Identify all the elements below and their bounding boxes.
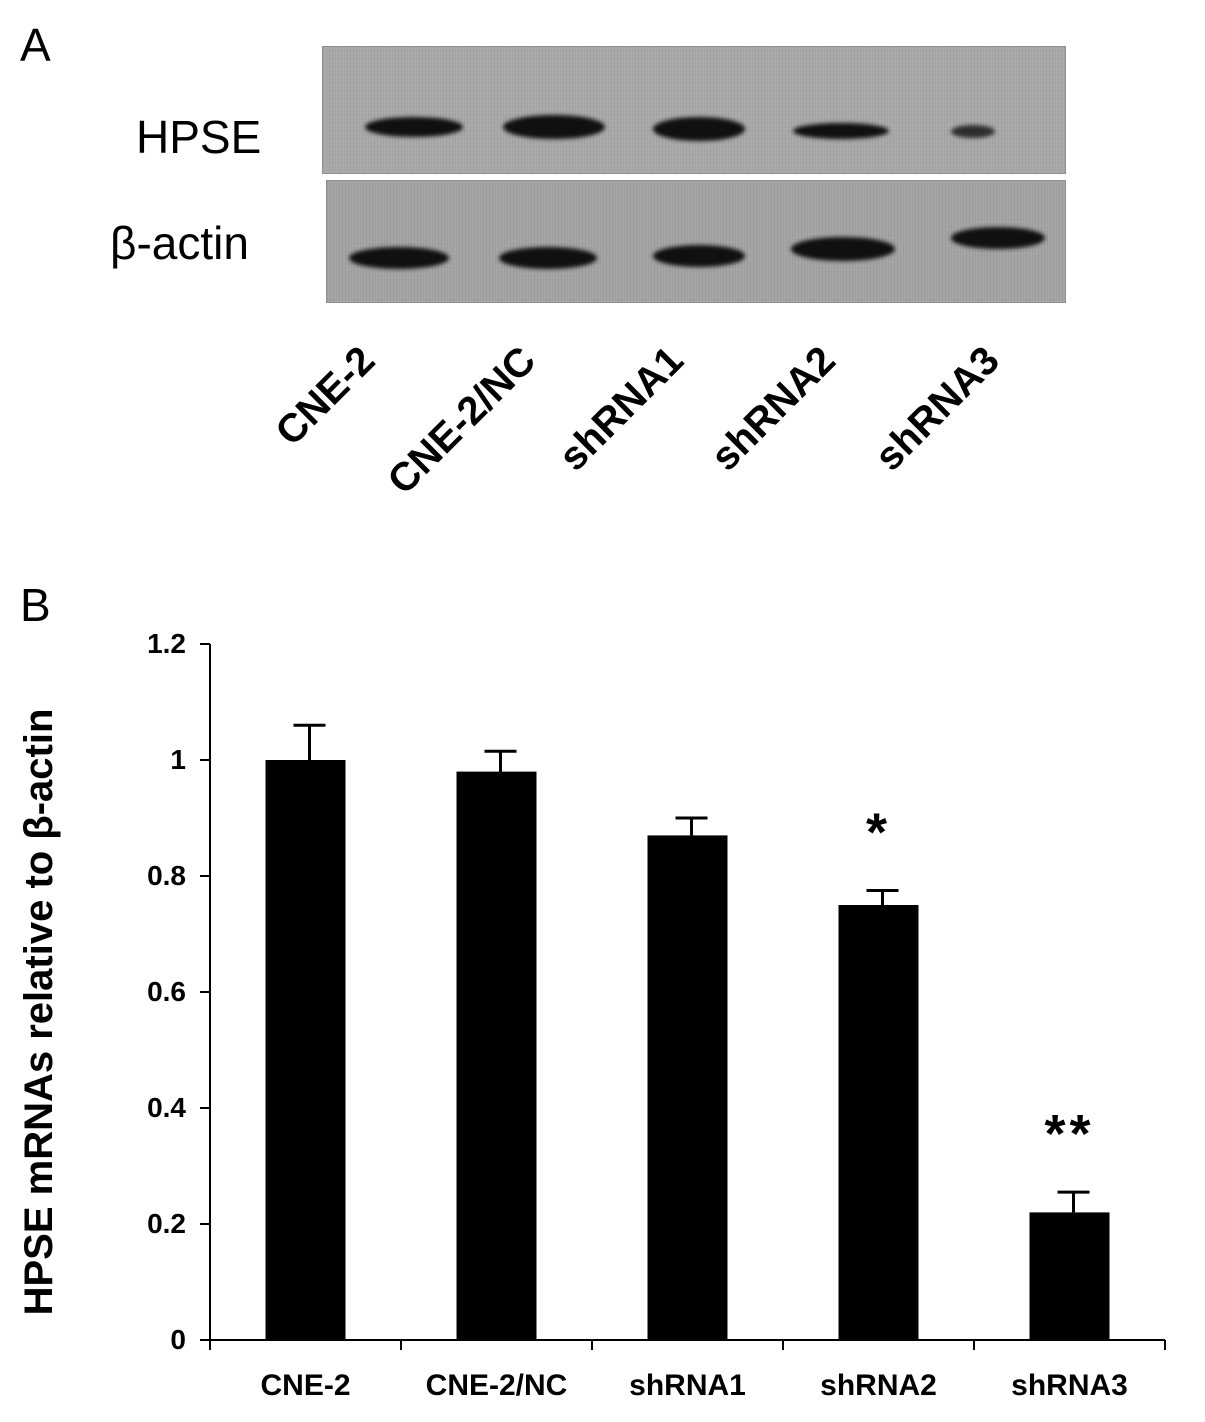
panel-a-letter: A	[20, 19, 51, 71]
y-tick-label: 1.2	[147, 628, 186, 659]
bar	[456, 771, 537, 1340]
chart-axes: 0 0.2 0.4 0.6 0.8 1 1.2 CNE-2 CNE-2/NC shRNA1 shRN…	[147, 628, 1166, 1402]
y-tick-label: 0.4	[147, 1092, 186, 1123]
x-tick-label: CNE-2/NC	[426, 1369, 568, 1402]
western-blot-beta-actin	[326, 180, 1066, 303]
lane-label-shrna3: shRNA3	[867, 338, 1009, 480]
band-actin-lane-5	[951, 227, 1045, 249]
panel-b-letter: B	[20, 579, 51, 631]
y-tick-label: 1	[170, 744, 186, 775]
band-actin-lane-1	[349, 247, 449, 269]
band-actin-lane-4	[791, 237, 895, 261]
y-tick-label: 0.2	[147, 1208, 186, 1239]
x-tick-label: shRNA1	[629, 1369, 746, 1402]
bar	[838, 905, 919, 1340]
x-tick-label: CNE-2	[260, 1369, 350, 1402]
bar	[647, 835, 728, 1340]
y-axis-label: HPSE mRNAs relative to β-actin	[17, 709, 61, 1316]
y-tick-label: 0	[170, 1324, 186, 1355]
y-tick-label: 0.8	[147, 860, 186, 891]
lane-label-shrna2: shRNA2	[703, 338, 845, 480]
band-actin-lane-2	[499, 247, 597, 269]
blot-row-label-hpse: HPSE	[136, 111, 262, 163]
lane-label-cne2: CNE-2	[267, 338, 384, 455]
band-hpse-lane-4	[793, 123, 889, 139]
blot-row-label-actin: β-actin	[110, 217, 249, 269]
band-hpse-lane-2	[503, 115, 605, 139]
lane-label-cne2-nc: CNE-2/NC	[379, 338, 545, 503]
significance-marker: *	[866, 803, 891, 863]
bar	[265, 760, 346, 1340]
y-tick-label: 0.6	[147, 976, 186, 1007]
bar	[1029, 1212, 1110, 1340]
significance-marker: **	[1044, 1104, 1094, 1164]
band-hpse-lane-3	[653, 117, 745, 141]
lane-label-shrna1: shRNA1	[551, 338, 693, 480]
chart-bars: ***	[265, 723, 1110, 1340]
x-tick-label: shRNA2	[820, 1369, 937, 1402]
band-hpse-lane-1	[365, 117, 463, 137]
band-actin-lane-3	[653, 245, 745, 267]
bar-chart: HPSE mRNAs relative to β-actin 0 0.2 0.4 0.…	[17, 628, 1166, 1402]
band-hpse-lane-5	[951, 125, 995, 138]
x-tick-label: shRNA3	[1011, 1369, 1128, 1402]
western-blot-hpse	[322, 46, 1066, 174]
